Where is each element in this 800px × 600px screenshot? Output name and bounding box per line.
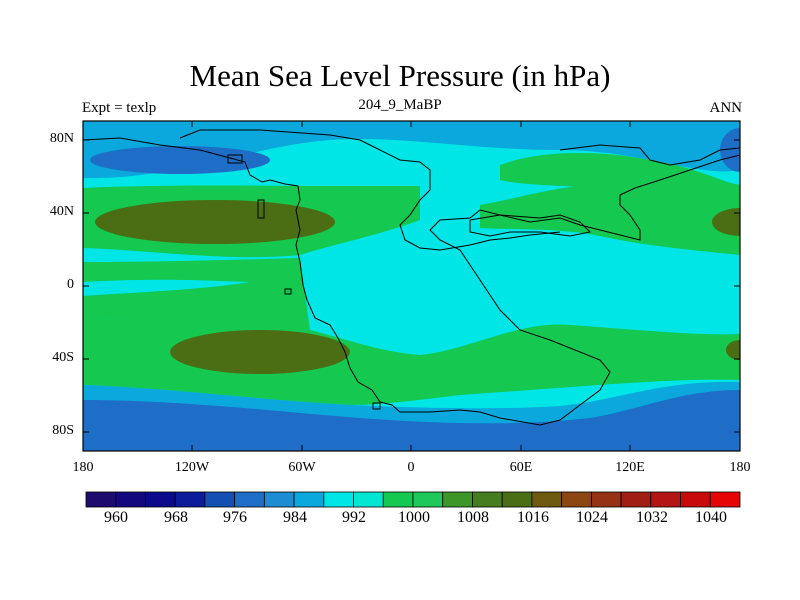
lon-label-0: 0: [407, 460, 415, 475]
colorbar-box: [442, 491, 473, 508]
colorbar-box: [501, 491, 533, 508]
lat-label-40n: 40N: [49, 204, 74, 219]
colorbar-label-960: 960: [104, 509, 128, 526]
small-island-3: [372, 402, 381, 410]
south-subtropical-high-core: [170, 330, 350, 374]
colorbar-label-976: 976: [223, 509, 247, 526]
east-landmass-outline: [559, 144, 740, 166]
season-label: ANN: [709, 100, 743, 116]
colorbar-box: [531, 491, 563, 508]
colorbar-box: [382, 491, 414, 508]
colorbar-box: [115, 491, 146, 508]
small-island-4: [227, 154, 243, 164]
north-landmass-outline: [179, 129, 561, 251]
north-subtropical-high-core: [95, 200, 335, 244]
south-east-high-core: [726, 340, 740, 360]
lon-label-60e: 60E: [509, 460, 533, 475]
colorbar-label-992: 992: [342, 509, 366, 526]
colorbar-box: [323, 491, 354, 508]
colorbar-label-968: 968: [164, 509, 188, 526]
colorbar-box: [353, 491, 384, 508]
colorbar-box: [204, 491, 236, 508]
small-island-2: [284, 288, 292, 295]
north-atlantic-low: [90, 146, 270, 174]
colorbar-box: [145, 491, 176, 508]
lon-label-60w: 60W: [288, 460, 316, 475]
lon-label-120w: 120W: [174, 460, 210, 475]
lat-label-40s: 40S: [52, 350, 74, 365]
lat-label-80s: 80S: [52, 423, 74, 438]
colorbar-box: [472, 491, 503, 508]
east-subtropical-high-band: [480, 185, 740, 255]
colorbar-box: [263, 491, 295, 508]
inner-sea-outline: [469, 214, 592, 237]
colorbar: [85, 491, 741, 508]
small-island-1: [257, 199, 265, 219]
colorbar-box: [709, 491, 741, 508]
east-pacific-high-core: [712, 208, 740, 236]
colorbar-box: [620, 491, 652, 508]
lon-label-180e: 180: [729, 460, 751, 475]
colorbar-box: [561, 491, 592, 508]
colorbar-box: [174, 491, 206, 508]
colorbar-box: [85, 491, 117, 508]
lat-label-0: 0: [67, 277, 74, 292]
southern-ocean-low-band: [83, 390, 740, 451]
pangaea-outline: [83, 137, 740, 426]
north-pacific-low: [720, 128, 740, 172]
colorbar-label-1040: 1040: [695, 509, 727, 526]
pressure-field: [83, 121, 740, 451]
equatorial-green-band: [83, 258, 310, 330]
colorbar-box: [412, 491, 444, 508]
colorbar-box: [234, 491, 265, 508]
continent-outline: [83, 129, 740, 426]
experiment-label: Expt = texlp: [82, 100, 157, 116]
colorbar-label-984: 984: [283, 509, 307, 526]
lon-label-180w: 180: [72, 460, 94, 475]
asia-high-band: [500, 153, 740, 200]
axis-ticks: [83, 121, 740, 451]
colorbar-label-1000: 1000: [398, 509, 430, 526]
period-label: 204_9_MaBP: [358, 97, 442, 113]
colorbar-box: [680, 491, 711, 508]
colorbar-box: [590, 491, 622, 508]
map-title: Mean Sea Level Pressure (in hPa): [189, 58, 611, 93]
colorbar-label-1016: 1016: [517, 509, 549, 526]
colorbar-label-1024: 1024: [576, 509, 608, 526]
colorbar-box: [293, 491, 325, 508]
lat-label-80n: 80N: [49, 131, 74, 146]
lon-label-120e: 120E: [615, 460, 645, 475]
equatorial-cyan-strip: [83, 279, 250, 296]
colorbar-box: [650, 491, 681, 508]
colorbar-label-1032: 1032: [636, 509, 668, 526]
colorbar-label-1008: 1008: [457, 509, 489, 526]
arctic-low-band: [83, 121, 740, 179]
